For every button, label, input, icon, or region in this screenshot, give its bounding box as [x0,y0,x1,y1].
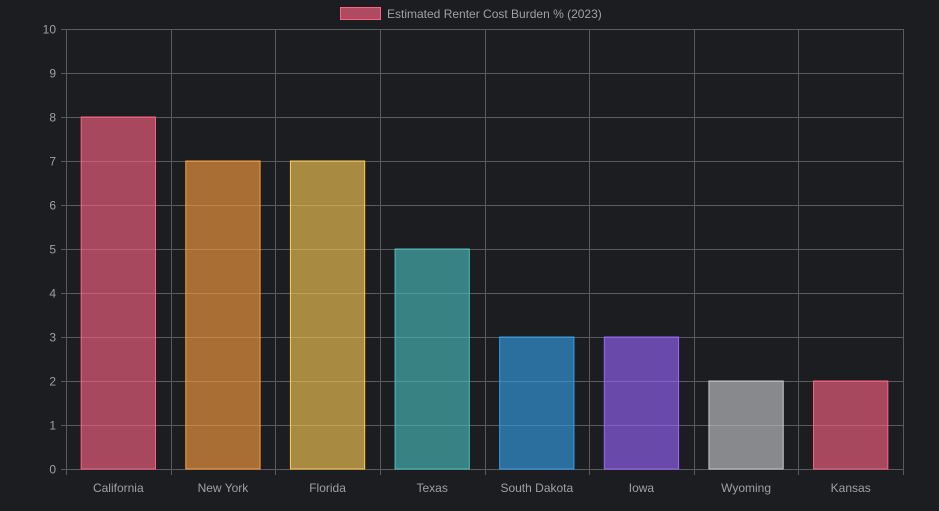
y-tick-label: 7 [49,155,56,169]
y-tick-label: 8 [49,111,56,125]
y-tick-label: 4 [49,287,56,301]
y-tick-label: 9 [49,67,56,81]
x-tick-label: New York [198,481,250,495]
bar-california[interactable] [80,116,156,470]
bar-wyoming[interactable] [708,380,784,470]
bars [80,116,889,470]
y-tick-label: 3 [49,331,56,345]
y-tick-label: 1 [49,419,56,433]
bar-new-york[interactable] [185,160,261,470]
x-tick-label: Kansas [831,481,871,495]
x-tick-label: Texas [417,481,448,495]
y-tick-label: 2 [49,375,56,389]
y-axis: 0 1 2 3 4 5 6 7 8 9 10 [43,23,57,477]
bar-florida[interactable] [289,160,366,470]
x-tick-label: Iowa [629,481,655,495]
y-tick-label: 5 [49,243,56,257]
bar-south-dakota[interactable] [499,336,575,470]
bar-texas[interactable] [394,248,470,470]
y-tick-label: 10 [43,23,57,37]
x-tick-label: California [93,481,144,495]
x-tick-label: Wyoming [721,481,771,495]
x-tick-label: Florida [309,481,346,495]
legend[interactable]: Estimated Renter Cost Burden % (2023) [340,7,602,21]
bar-iowa[interactable] [603,336,680,470]
x-axis: California New York Florida Texas South Dako… [93,481,871,495]
x-tick-label: South Dakota [500,481,573,495]
y-tick-label: 0 [49,463,56,477]
legend-swatch [340,7,381,20]
y-tick-label: 6 [49,199,56,213]
legend-label: Estimated Renter Cost Burden % (2023) [387,7,602,21]
bar-kansas[interactable] [813,380,889,470]
